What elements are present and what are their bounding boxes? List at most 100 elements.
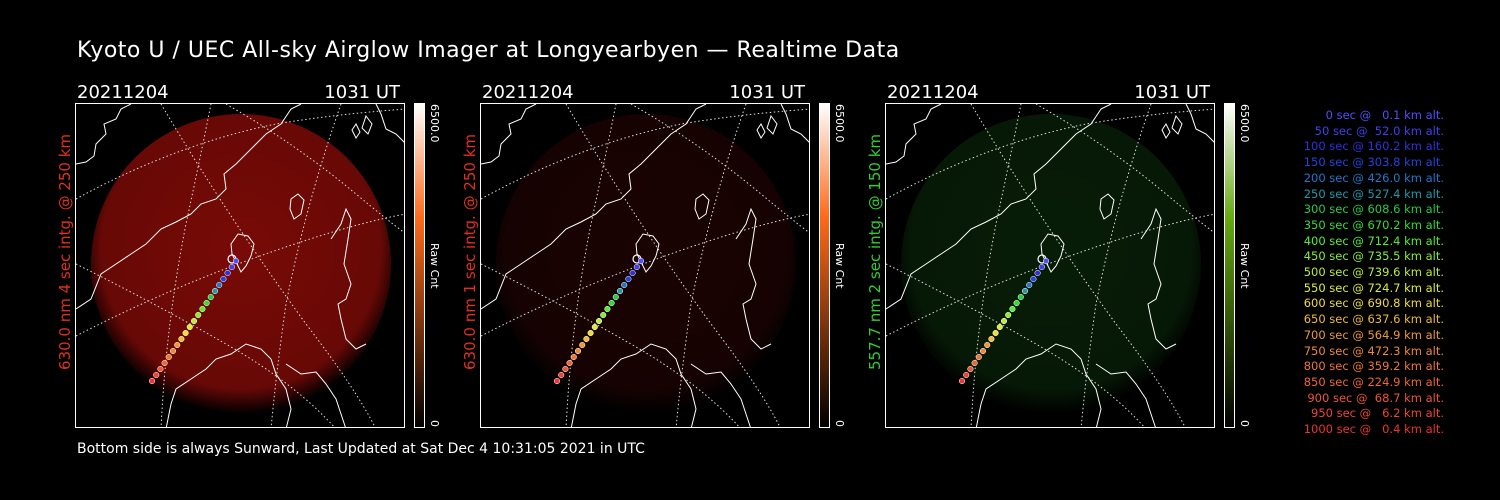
panel-1-image: [75, 103, 405, 428]
page-title: Kyoto U / UEC All-sky Airglow Imager at …: [77, 38, 900, 63]
panel-3-image: [885, 103, 1215, 428]
trajectory-point: [1005, 311, 1012, 319]
trajectory-point: [169, 347, 177, 355]
panel-1-side-label: 630.0 nm 4 sec intg. @ 250 km: [56, 133, 74, 370]
panel-3-time: 1031 UT: [1134, 82, 1210, 103]
graticule-line: [270, 104, 342, 427]
trajectory-point: [604, 305, 611, 313]
coastline: [735, 207, 772, 350]
legend-entry: 250 sec @ 527.4 km alt.: [1303, 186, 1444, 201]
trajectory-point: [207, 293, 214, 301]
trajectory-point: [165, 353, 172, 361]
panel-2-cbar-min: 0: [833, 420, 846, 427]
trajectory-point: [553, 377, 561, 385]
panel-3-colorbar: [1224, 103, 1235, 428]
trajectory-point: [190, 317, 198, 325]
trajectory-point: [182, 329, 189, 337]
panel-1-date: 20211204: [77, 82, 169, 103]
graticule-line: [675, 104, 747, 427]
legend-entry: 750 sec @ 472.3 km alt.: [1303, 343, 1444, 358]
trajectory-point: [591, 323, 598, 331]
panel-2-time: 1031 UT: [729, 82, 805, 103]
trajectory-point: [199, 305, 206, 313]
coastline: [285, 363, 346, 427]
trajectory-point: [220, 275, 227, 283]
panel-1-map: [76, 104, 404, 427]
trajectory-point: [992, 329, 999, 337]
graticule-line: [970, 104, 1186, 427]
coastline: [886, 104, 942, 165]
airglow-field: [91, 114, 391, 414]
panel-2-side-label: 630.0 nm 1 sec intg. @ 250 km: [461, 133, 479, 370]
trajectory-point: [971, 359, 978, 367]
trajectory-point: [157, 365, 164, 373]
legend-entry: 400 sec @ 712.4 km alt.: [1303, 233, 1444, 248]
legend-entry: 600 sec @ 690.8 km alt.: [1303, 296, 1444, 311]
panel-2-cbar-max: 6500.0: [833, 104, 846, 143]
trajectory-point: [595, 317, 603, 325]
legend-entry: 650 sec @ 637.6 km alt.: [1303, 312, 1444, 327]
panel-3-cbar-max: 6500.0: [1238, 104, 1251, 143]
panel-2-date: 20211204: [482, 82, 574, 103]
panel-1-time: 1031 UT: [324, 82, 400, 103]
trajectory-point: [186, 323, 193, 331]
legend-entry: 350 sec @ 670.2 km alt.: [1303, 217, 1444, 232]
panel-2-colorbar: [819, 103, 830, 428]
trajectory-point: [161, 359, 168, 367]
panel-3-date: 20211204: [887, 82, 979, 103]
coastline: [1099, 193, 1115, 220]
trajectory-point: [228, 263, 235, 271]
trajectory-point: [979, 347, 987, 355]
coastline: [766, 114, 778, 135]
trajectory-point: [1038, 263, 1045, 271]
trajectory-point: [967, 365, 974, 373]
coastline: [375, 104, 404, 143]
coastline: [886, 104, 1112, 310]
trajectory-legend: 0 sec @ 0.1 km alt. 50 sec @ 52.0 km alt…: [1262, 108, 1444, 438]
legend-entry: 50 sec @ 52.0 km alt.: [1314, 123, 1444, 138]
coastline: [481, 104, 537, 165]
legend-entry: 550 sec @ 724.7 km alt.: [1303, 280, 1444, 295]
coastline: [481, 104, 707, 310]
coastline: [165, 343, 292, 427]
trajectory-point: [574, 347, 582, 355]
trajectory-point: [195, 311, 202, 319]
trajectory-point: [570, 353, 577, 361]
coastline: [1140, 207, 1177, 350]
trajectory-point: [958, 377, 966, 385]
trajectory-point: [984, 341, 991, 349]
trajectory-point: [1009, 305, 1016, 313]
coastline: [1095, 363, 1156, 427]
trajectory-point: [579, 341, 586, 349]
panel-2-image: [480, 103, 810, 428]
trajectory-point: [963, 371, 970, 379]
legend-entry: 700 sec @ 564.9 km alt.: [1303, 327, 1444, 342]
airglow-field: [901, 114, 1201, 414]
coastline: [1185, 104, 1214, 143]
trajectory-point: [587, 329, 594, 337]
legend-entry: 150 sec @ 303.8 km alt.: [1303, 155, 1444, 170]
coastline: [694, 193, 710, 220]
legend-entry: 300 sec @ 608.6 km alt.: [1303, 202, 1444, 217]
trajectory-point: [625, 275, 632, 283]
graticule-line: [1080, 104, 1152, 427]
trajectory-point: [216, 281, 223, 289]
trajectory-point: [1030, 275, 1037, 283]
trajectory-point: [988, 335, 995, 343]
trajectory-point: [1034, 269, 1041, 277]
panel-1-cbar-unit: Raw Cnt: [428, 243, 441, 289]
trajectory-point: [583, 335, 590, 343]
legend-entry: 850 sec @ 224.9 km alt.: [1303, 374, 1444, 389]
coastline: [756, 123, 766, 139]
coastline: [76, 104, 132, 165]
panel-3-side-label: 557.7 nm 2 sec intg. @ 150 km: [866, 133, 884, 370]
graticule-line: [1035, 104, 1214, 234]
coastline: [330, 207, 367, 350]
coastline: [690, 363, 751, 427]
airglow-field: [496, 114, 796, 414]
trajectory-point: [633, 263, 640, 271]
legend-entry: 200 sec @ 426.0 km alt.: [1303, 170, 1444, 185]
legend-entry: 450 sec @ 735.5 km alt.: [1303, 249, 1444, 264]
coastline: [289, 193, 305, 220]
trajectory-point: [562, 365, 569, 373]
